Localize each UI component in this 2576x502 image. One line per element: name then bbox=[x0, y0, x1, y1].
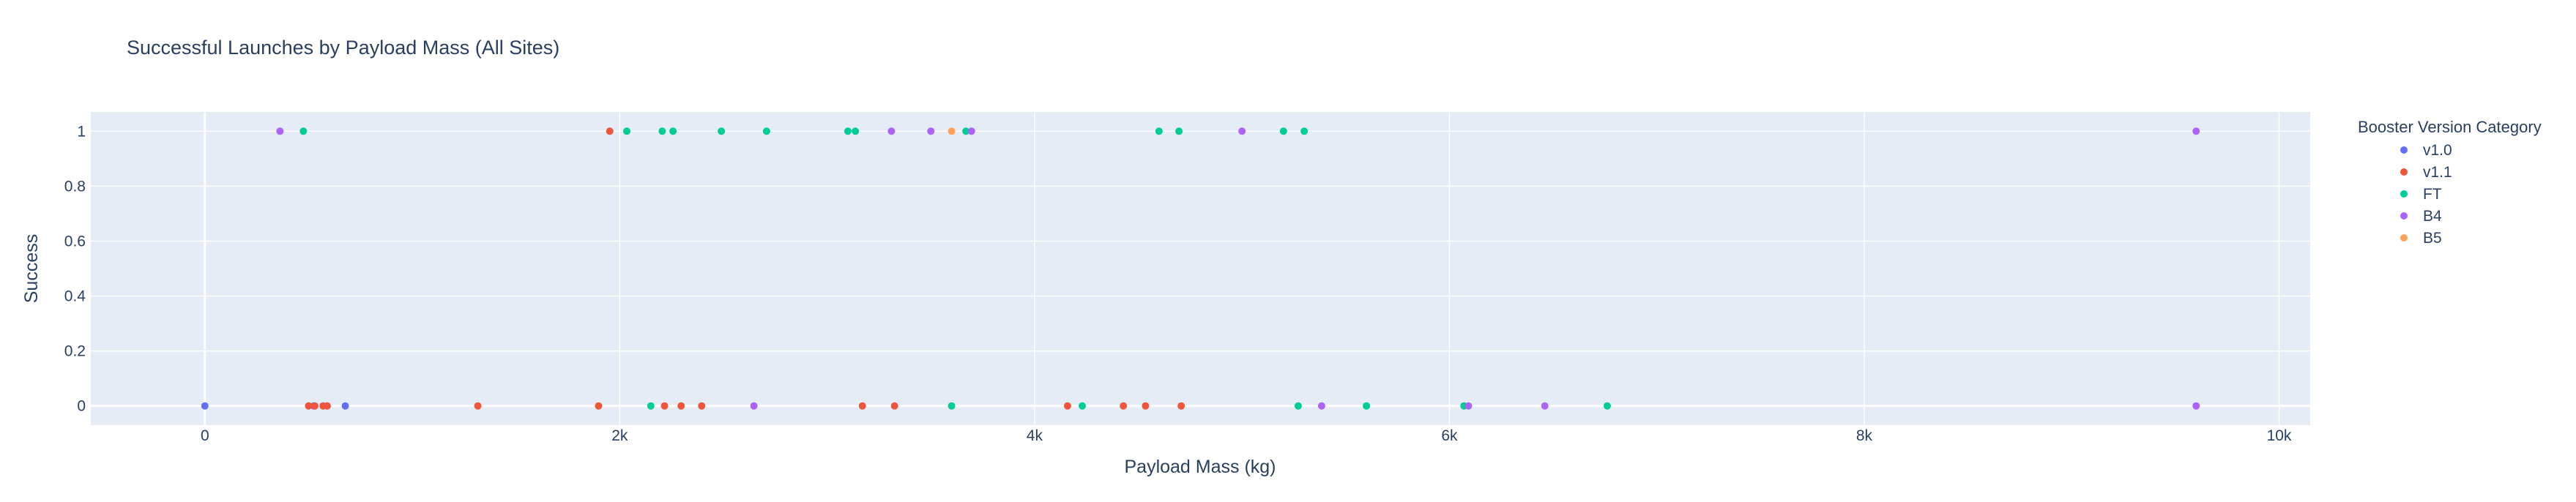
point-v1-1[interactable] bbox=[660, 402, 669, 410]
point-ft[interactable] bbox=[1079, 402, 1087, 410]
point-v1-1[interactable] bbox=[1120, 402, 1128, 410]
x-tick-label: 10k bbox=[2267, 427, 2292, 444]
y-axis-ticks: 0 0.2 0.4 0.6 0.8 1 bbox=[64, 123, 86, 414]
point-v1-1[interactable] bbox=[1063, 402, 1071, 410]
point-ft[interactable] bbox=[669, 127, 677, 135]
point-v1-1[interactable] bbox=[698, 402, 706, 410]
legend-item-ft[interactable]: FT bbox=[2400, 186, 2442, 203]
legend[interactable]: v1.0 v1.1 FT B4 B5 bbox=[2400, 142, 2452, 247]
point-b4[interactable] bbox=[967, 127, 975, 135]
point-b4[interactable] bbox=[750, 402, 758, 410]
point-v1-1[interactable] bbox=[1177, 402, 1185, 410]
x-tick-label: 6k bbox=[1441, 427, 1458, 444]
y-axis-title: Success bbox=[21, 234, 42, 303]
point-ft[interactable] bbox=[647, 402, 655, 410]
point-b4[interactable] bbox=[1317, 402, 1325, 410]
x-axis-title: Payload Mass (kg) bbox=[1124, 457, 1276, 477]
point-ft[interactable] bbox=[762, 127, 770, 135]
y-tick-label: 0 bbox=[77, 398, 86, 415]
legend-marker-b5 bbox=[2400, 234, 2408, 241]
point-b4[interactable] bbox=[887, 127, 896, 135]
y-tick-label: 0.4 bbox=[64, 288, 86, 305]
point-v1-1[interactable] bbox=[606, 127, 614, 135]
point-v1-1[interactable] bbox=[305, 402, 313, 410]
point-v1-1[interactable] bbox=[890, 402, 898, 410]
point-ft[interactable] bbox=[948, 402, 956, 410]
x-tick-label: 0 bbox=[201, 427, 209, 444]
y-tick-label: 0.8 bbox=[64, 178, 86, 195]
point-v1-1[interactable] bbox=[474, 402, 482, 410]
point-b4[interactable] bbox=[1238, 127, 1246, 135]
legend-label-v1-1: v1.1 bbox=[2423, 164, 2452, 181]
point-b4[interactable] bbox=[1541, 402, 1549, 410]
point-v1-1[interactable] bbox=[323, 402, 331, 410]
point-v1-1[interactable] bbox=[310, 402, 319, 410]
legend-item-v1-1[interactable]: v1.1 bbox=[2400, 164, 2452, 181]
y-tick-label: 0.6 bbox=[64, 233, 86, 250]
data-points bbox=[201, 127, 2200, 410]
point-b4[interactable] bbox=[2192, 402, 2200, 410]
x-tick-label: 2k bbox=[611, 427, 628, 444]
point-v1-1[interactable] bbox=[595, 402, 603, 410]
point-ft[interactable] bbox=[1155, 127, 1163, 135]
gridlines bbox=[91, 112, 2310, 425]
chart-title: Successful Launches by Payload Mass (All… bbox=[127, 37, 559, 59]
point-ft[interactable] bbox=[844, 127, 852, 135]
legend-label-b5: B5 bbox=[2423, 230, 2442, 247]
legend-label-b4: B4 bbox=[2423, 208, 2442, 225]
legend-title: Booster Version Category bbox=[2358, 118, 2542, 136]
point-ft[interactable] bbox=[299, 127, 308, 135]
point-b4[interactable] bbox=[1464, 402, 1473, 410]
point-v1-1[interactable] bbox=[1142, 402, 1150, 410]
point-b5[interactable] bbox=[948, 127, 956, 135]
legend-item-b5[interactable]: B5 bbox=[2400, 230, 2442, 247]
point-b4[interactable] bbox=[276, 127, 284, 135]
point-ft[interactable] bbox=[658, 127, 666, 135]
point-ft[interactable] bbox=[962, 127, 970, 135]
plot-area bbox=[91, 112, 2310, 425]
point-v1-0[interactable] bbox=[201, 402, 209, 410]
point-ft[interactable] bbox=[852, 127, 860, 135]
point-ft[interactable] bbox=[622, 127, 630, 135]
y-tick-label: 0.2 bbox=[64, 343, 86, 360]
legend-marker-v1-1 bbox=[2400, 168, 2408, 176]
point-ft[interactable] bbox=[1294, 402, 1302, 410]
point-ft[interactable] bbox=[718, 127, 726, 135]
point-ft[interactable] bbox=[1603, 402, 1611, 410]
x-axis-ticks: 0 2k 4k 6k 8k 10k bbox=[201, 427, 2292, 444]
point-ft[interactable] bbox=[1300, 127, 1309, 135]
x-tick-label: 4k bbox=[1027, 427, 1043, 444]
legend-label-v1-0: v1.0 bbox=[2423, 142, 2452, 159]
legend-marker-v1-0 bbox=[2400, 146, 2408, 154]
legend-item-b4[interactable]: B4 bbox=[2400, 208, 2442, 225]
x-tick-label: 8k bbox=[1856, 427, 1873, 444]
y-tick-label: 1 bbox=[77, 123, 86, 140]
point-v1-0[interactable] bbox=[341, 402, 349, 410]
point-v1-1[interactable] bbox=[677, 402, 685, 410]
legend-marker-ft bbox=[2400, 190, 2408, 198]
point-ft[interactable] bbox=[1363, 402, 1371, 410]
point-b4[interactable] bbox=[2192, 127, 2200, 135]
legend-marker-b4 bbox=[2400, 212, 2408, 220]
point-ft[interactable] bbox=[1175, 127, 1183, 135]
point-b4[interactable] bbox=[927, 127, 935, 135]
point-v1-1[interactable] bbox=[858, 402, 866, 410]
legend-label-ft: FT bbox=[2423, 186, 2442, 203]
legend-item-v1-0[interactable]: v1.0 bbox=[2400, 142, 2452, 159]
point-ft[interactable] bbox=[1279, 127, 1287, 135]
